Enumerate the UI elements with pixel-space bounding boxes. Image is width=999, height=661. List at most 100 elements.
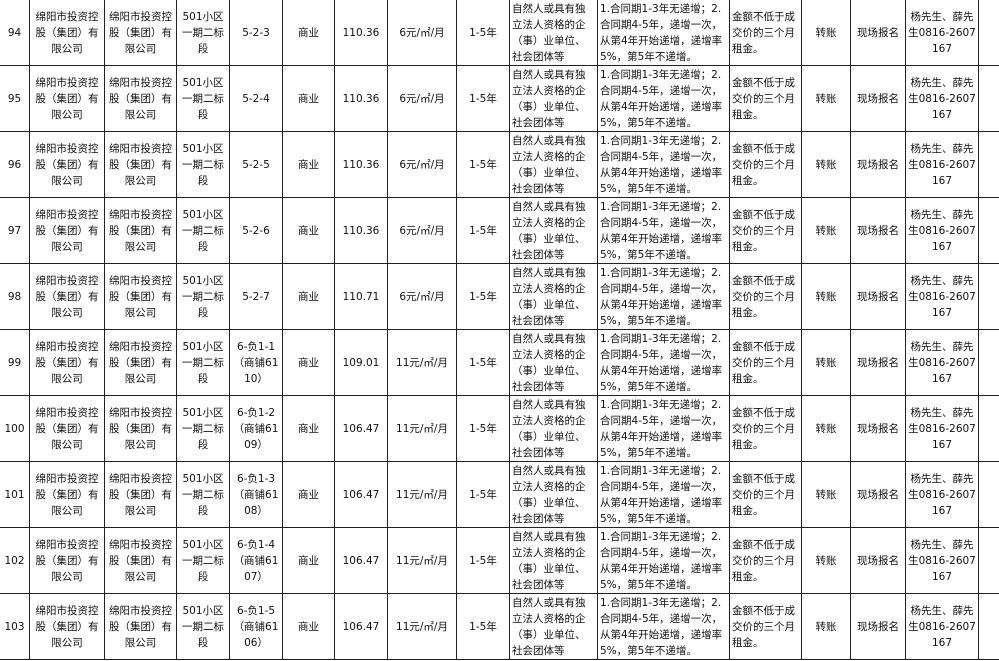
empty-cell xyxy=(978,593,999,660)
row-number-cell: 103 xyxy=(0,593,30,660)
empty-cell xyxy=(978,527,999,594)
empty-cell xyxy=(978,131,999,198)
deposit-cell: 金额不低于成交价的三个月租金。 xyxy=(729,329,802,396)
price-cell: 11元/㎡/月 xyxy=(387,461,457,528)
use-cell: 商业 xyxy=(282,131,335,198)
increment-cell: 1.合同期1-3年无递增；2.合同期4-5年，递增一次，从第4年开始递增，递增率… xyxy=(597,395,730,462)
empty-cell xyxy=(978,263,999,330)
location-cell: 501小区一期二标段 xyxy=(176,131,230,198)
signup-cell: 现场报名 xyxy=(850,65,906,132)
table-row: 94 绵阳市投资控股（集团）有限公司 绵阳市投资控股（集团）有限公司 501小区一期二… xyxy=(0,0,999,66)
price-cell: 6元/㎡/月 xyxy=(387,197,457,264)
location-cell: 501小区一期二标段 xyxy=(176,197,230,264)
payment-cell: 转账 xyxy=(801,131,851,198)
owner-cell: 绵阳市投资控股（集团）有限公司 xyxy=(29,65,105,132)
contact-cell: 杨先生、薛先生0816-2607167 xyxy=(905,329,979,396)
owner-cell: 绵阳市投资控股（集团）有限公司 xyxy=(29,527,105,594)
lessor-cell: 绵阳市投资控股（集团）有限公司 xyxy=(104,461,177,528)
lessor-cell: 绵阳市投资控股（集团）有限公司 xyxy=(104,65,177,132)
area-cell: 110.36 xyxy=(334,0,388,66)
row-number-cell: 96 xyxy=(0,131,30,198)
use-cell: 商业 xyxy=(282,461,335,528)
unit-cell: 5-2-7 xyxy=(229,263,283,330)
location-cell: 501小区一期二标段 xyxy=(176,395,230,462)
price-cell: 11元/㎡/月 xyxy=(387,593,457,660)
row-number-cell: 98 xyxy=(0,263,30,330)
location-cell: 501小区一期二标段 xyxy=(176,0,230,66)
row-number-cell: 102 xyxy=(0,527,30,594)
area-cell: 110.71 xyxy=(334,263,388,330)
contact-cell: 杨先生、薛先生0816-2607167 xyxy=(905,65,979,132)
signup-cell: 现场报名 xyxy=(850,395,906,462)
signup-cell: 现场报名 xyxy=(850,0,906,66)
contact-cell: 杨先生、薛先生0816-2607167 xyxy=(905,197,979,264)
price-cell: 11元/㎡/月 xyxy=(387,527,457,594)
payment-cell: 转账 xyxy=(801,593,851,660)
lessor-cell: 绵阳市投资控股（集团）有限公司 xyxy=(104,329,177,396)
payment-cell: 转账 xyxy=(801,197,851,264)
lessor-cell: 绵阳市投资控股（集团）有限公司 xyxy=(104,527,177,594)
use-cell: 商业 xyxy=(282,395,335,462)
lessor-cell: 绵阳市投资控股（集团）有限公司 xyxy=(104,593,177,660)
deposit-cell: 金额不低于成交价的三个月租金。 xyxy=(729,395,802,462)
location-cell: 501小区一期二标段 xyxy=(176,65,230,132)
empty-cell xyxy=(978,461,999,528)
payment-cell: 转账 xyxy=(801,65,851,132)
table-row: 101 绵阳市投资控股（集团）有限公司 绵阳市投资控股（集团）有限公司 501小区一期… xyxy=(0,461,999,528)
unit-cell: 5-2-4 xyxy=(229,65,283,132)
increment-cell: 1.合同期1-3年无递增；2.合同期4-5年，递增一次，从第4年开始递增，递增率… xyxy=(597,0,730,66)
signup-cell: 现场报名 xyxy=(850,197,906,264)
empty-cell xyxy=(978,65,999,132)
owner-cell: 绵阳市投资控股（集团）有限公司 xyxy=(29,197,105,264)
location-cell: 501小区一期二标段 xyxy=(176,461,230,528)
use-cell: 商业 xyxy=(282,527,335,594)
unit-cell: 5-2-5 xyxy=(229,131,283,198)
payment-cell: 转账 xyxy=(801,263,851,330)
price-cell: 6元/㎡/月 xyxy=(387,65,457,132)
lessor-cell: 绵阳市投资控股（集团）有限公司 xyxy=(104,131,177,198)
price-cell: 6元/㎡/月 xyxy=(387,263,457,330)
empty-cell xyxy=(978,0,999,66)
area-cell: 110.36 xyxy=(334,197,388,264)
increment-cell: 1.合同期1-3年无递增；2.合同期4-5年，递增一次，从第4年开始递增，递增率… xyxy=(597,65,730,132)
qualification-cell: 自然人或具有独立法人资格的企（事）业单位、社会团体等 xyxy=(509,527,598,594)
signup-cell: 现场报名 xyxy=(850,593,906,660)
row-number-cell: 95 xyxy=(0,65,30,132)
signup-cell: 现场报名 xyxy=(850,329,906,396)
deposit-cell: 金额不低于成交价的三个月租金。 xyxy=(729,263,802,330)
qualification-cell: 自然人或具有独立法人资格的企（事）业单位、社会团体等 xyxy=(509,395,598,462)
location-cell: 501小区一期二标段 xyxy=(176,329,230,396)
payment-cell: 转账 xyxy=(801,0,851,66)
qualification-cell: 自然人或具有独立法人资格的企（事）业单位、社会团体等 xyxy=(509,65,598,132)
payment-cell: 转账 xyxy=(801,527,851,594)
contact-cell: 杨先生、薛先生0816-2607167 xyxy=(905,593,979,660)
owner-cell: 绵阳市投资控股（集团）有限公司 xyxy=(29,263,105,330)
deposit-cell: 金额不低于成交价的三个月租金。 xyxy=(729,65,802,132)
deposit-cell: 金额不低于成交价的三个月租金。 xyxy=(729,0,802,66)
location-cell: 501小区一期二标段 xyxy=(176,593,230,660)
term-cell: 1-5年 xyxy=(456,65,510,132)
unit-cell: 6-负1-1（商铺6110） xyxy=(229,329,283,396)
row-number-cell: 101 xyxy=(0,461,30,528)
signup-cell: 现场报名 xyxy=(850,527,906,594)
row-number-cell: 100 xyxy=(0,395,30,462)
row-number-cell: 97 xyxy=(0,197,30,264)
price-cell: 6元/㎡/月 xyxy=(387,131,457,198)
term-cell: 1-5年 xyxy=(456,263,510,330)
area-cell: 106.47 xyxy=(334,395,388,462)
owner-cell: 绵阳市投资控股（集团）有限公司 xyxy=(29,593,105,660)
empty-cell xyxy=(978,395,999,462)
increment-cell: 1.合同期1-3年无递增；2.合同期4-5年，递增一次，从第4年开始递增，递增率… xyxy=(597,197,730,264)
owner-cell: 绵阳市投资控股（集团）有限公司 xyxy=(29,395,105,462)
owner-cell: 绵阳市投资控股（集团）有限公司 xyxy=(29,131,105,198)
term-cell: 1-5年 xyxy=(456,461,510,528)
area-cell: 106.47 xyxy=(334,527,388,594)
table-row: 103 绵阳市投资控股（集团）有限公司 绵阳市投资控股（集团）有限公司 501小区一期… xyxy=(0,593,999,660)
increment-cell: 1.合同期1-3年无递增；2.合同期4-5年，递增一次，从第4年开始递增，递增率… xyxy=(597,527,730,594)
area-cell: 106.47 xyxy=(334,593,388,660)
area-cell: 110.36 xyxy=(334,65,388,132)
deposit-cell: 金额不低于成交价的三个月租金。 xyxy=(729,527,802,594)
table-row: 100 绵阳市投资控股（集团）有限公司 绵阳市投资控股（集团）有限公司 501小区一期… xyxy=(0,395,999,462)
price-cell: 6元/㎡/月 xyxy=(387,0,457,66)
